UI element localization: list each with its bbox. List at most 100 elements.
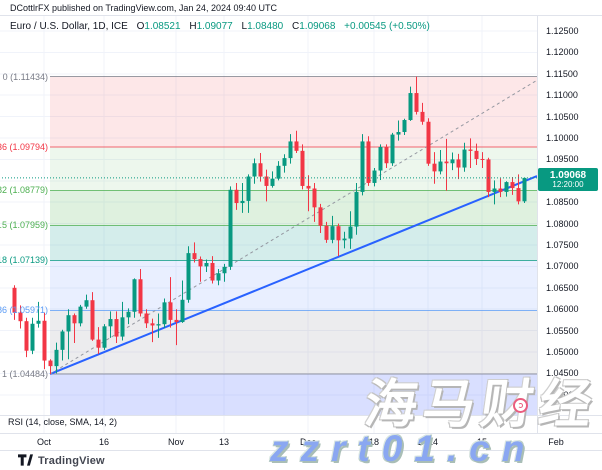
candle [204, 262, 209, 267]
rsi-indicator-label[interactable]: RSI (14, close, SMA, 14, 2) [8, 417, 118, 427]
candle [102, 326, 107, 348]
ohlc-low-label: L [241, 21, 248, 32]
date-axis-label: 15 [476, 437, 488, 447]
candle [258, 163, 263, 177]
candle [186, 253, 191, 300]
price-axis-label: 1.08500 [546, 197, 579, 208]
candle [408, 93, 413, 121]
candle [234, 189, 239, 204]
candle [78, 306, 83, 324]
fib-label: 618 (1.07139) [0, 255, 48, 266]
fib-label: 236 (1.09794) [0, 141, 48, 152]
footer: TradingView [18, 454, 105, 467]
candle [354, 191, 359, 227]
candle [114, 319, 119, 337]
candle [156, 324, 161, 326]
candle [300, 150, 305, 186]
candle [132, 279, 137, 312]
candle [480, 158, 485, 160]
price-axis-label: 1.07000 [546, 261, 579, 272]
candle [348, 226, 353, 239]
candle [90, 300, 95, 340]
candle [294, 141, 299, 151]
candle [330, 226, 335, 240]
candle [12, 287, 17, 313]
candle [66, 315, 71, 332]
candle [96, 339, 101, 348]
candle [72, 315, 77, 324]
candle [162, 302, 167, 325]
candle [510, 182, 515, 189]
candle [426, 121, 431, 164]
price-axis-label: 1.12000 [546, 47, 579, 58]
candle [324, 225, 329, 240]
pane-divider[interactable] [0, 415, 602, 416]
candle [378, 146, 383, 171]
price-axis-label: 1.04500 [546, 368, 579, 379]
date-axis-label: Feb [548, 437, 564, 447]
candle [390, 134, 395, 164]
candle [342, 238, 347, 241]
date-axis-label: Nov [167, 437, 185, 447]
tradingview-logo-icon[interactable] [18, 454, 33, 467]
candle [288, 141, 293, 159]
candle [462, 149, 467, 168]
candle [126, 311, 131, 318]
candle [138, 279, 143, 314]
fib-label: 0 (1.11434) [2, 71, 48, 82]
fib-label: 1 (1.04484) [1, 369, 48, 380]
price-axis-label: 1.07500 [546, 240, 579, 250]
tradingview-brand-text[interactable]: TradingView [38, 454, 105, 467]
bar-countdown-timer: 12:20:00 [552, 180, 584, 189]
candle [396, 132, 401, 135]
candle [450, 159, 455, 164]
watermark-logo-icon [513, 398, 528, 413]
candle [438, 161, 443, 172]
candle [336, 226, 341, 241]
date-axis-label: 2024 [417, 437, 439, 447]
candle [24, 321, 29, 351]
header-divider [0, 15, 602, 16]
candle [420, 111, 425, 122]
candle [384, 146, 389, 164]
candle [522, 177, 527, 202]
candle [282, 158, 287, 166]
candle [84, 300, 89, 307]
candle [144, 313, 149, 324]
candle [432, 163, 437, 172]
candle [312, 188, 317, 208]
candle [54, 349, 59, 367]
date-axis-label: 16 [98, 437, 110, 447]
price-axis-label: 1.10000 [546, 133, 579, 143]
price-axis-label: 1.06000 [546, 304, 579, 315]
ohlc-open-label: O [136, 21, 145, 32]
candle [318, 207, 323, 226]
ohlc-close-label: C [292, 21, 300, 32]
candle [216, 273, 221, 281]
candle [108, 319, 113, 327]
candle [240, 200, 245, 204]
ohlc-open-value: 1.08521 [144, 21, 181, 32]
current-price-badge: 1.09068 12:20:00 [538, 168, 598, 191]
candle [306, 185, 311, 189]
candle [222, 266, 227, 274]
candle [174, 319, 179, 323]
candle [474, 150, 479, 159]
watermark-cjk-text: 海马财经 [361, 376, 602, 434]
attribution-text: DCottlrFX published on TradingView.com, … [10, 3, 277, 13]
time-axis-top-border [0, 433, 602, 434]
ohlc-low-value: 1.08480 [247, 21, 284, 32]
price-axis-label: 1.09500 [546, 154, 579, 165]
candle [504, 182, 509, 192]
candle [486, 159, 491, 192]
price-axis-label: 1.11500 [546, 68, 578, 79]
symbol-info-bar: Euro / U.S. Dollar, 1D, ICE O1.08521 H1.… [10, 21, 430, 32]
watermark-url-text: zzrt01.cn [270, 428, 537, 469]
candle [210, 262, 215, 281]
price-axis-label: 1.12500 [546, 26, 579, 36]
date-axis-label: Oct [36, 437, 52, 447]
candle [444, 161, 449, 164]
candle [456, 159, 461, 168]
